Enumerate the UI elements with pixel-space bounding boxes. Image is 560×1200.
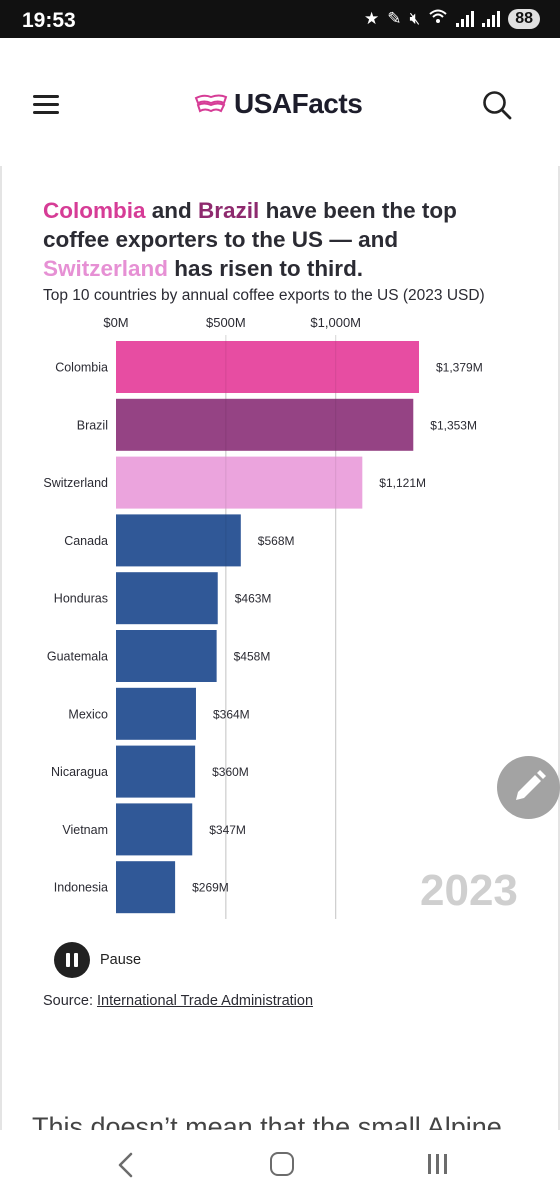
value-label: $1,121M: [379, 476, 426, 490]
bar-indonesia: [116, 861, 176, 914]
bar-switzerland: [116, 456, 363, 509]
site-header: USAFacts: [0, 38, 560, 166]
x-tick-label: $0M: [103, 315, 128, 330]
chart-subtitle: Top 10 countries by annual coffee export…: [43, 287, 485, 304]
bar-canada: [116, 514, 241, 567]
category-label: Brazil: [77, 418, 108, 432]
headline-text: has risen to third.: [168, 256, 364, 281]
category-label: Indonesia: [54, 881, 108, 895]
year-label: 2023: [420, 866, 518, 915]
signal-icon: [482, 10, 501, 27]
value-label: $1,379M: [436, 361, 483, 375]
back-icon[interactable]: [116, 1152, 136, 1178]
bar-chart: $0M $500M $1,000M Colombia $1,379M Brazil $1,3…: [43, 315, 483, 919]
search-icon[interactable]: [482, 90, 512, 120]
value-label: $463M: [235, 592, 272, 606]
menu-icon[interactable]: [33, 95, 59, 115]
category-label: Vietnam: [62, 823, 108, 837]
value-label: $568M: [258, 534, 295, 548]
source-label: Source:: [43, 993, 97, 1009]
value-label: $269M: [192, 881, 229, 895]
article-paragraph: This doesn’t mean that the small Alpine: [32, 1112, 502, 1130]
bar-mexico: [116, 687, 196, 740]
logo-text: USAFacts: [234, 88, 363, 119]
category-label: Mexico: [68, 707, 108, 721]
x-tick-label: $500M: [206, 315, 246, 330]
status-time: 19:53: [22, 9, 76, 32]
value-label: $458M: [234, 650, 271, 664]
bar-guatemala: [116, 630, 217, 682]
bar-brazil: [116, 398, 414, 451]
source-line: Source: International Trade Administrati…: [43, 993, 313, 1009]
category-label: Switzerland: [43, 476, 108, 490]
mute-icon: 🔇︎: [409, 8, 421, 28]
category-label: Honduras: [54, 592, 108, 606]
chart-headline: Colombia and Brazil have been the top co…: [43, 196, 523, 283]
category-label: Colombia: [55, 361, 108, 375]
pen-icon: ✎: [387, 8, 402, 28]
signal-icon: [456, 10, 475, 27]
usa-flag-logo: [194, 94, 228, 113]
pencil-icon: [516, 770, 546, 800]
bar-honduras: [116, 572, 218, 625]
site-logo[interactable]: USAFacts: [194, 88, 363, 120]
value-label: $1,353M: [430, 418, 477, 432]
value-label: $360M: [212, 765, 249, 779]
headline-switzerland: Switzerland: [43, 256, 169, 281]
pause-button[interactable]: Pause: [54, 942, 141, 978]
source-link[interactable]: International Trade Administration: [97, 993, 314, 1009]
headline-text: have been the top coffee exporters to th…: [43, 198, 457, 252]
wifi-icon: [428, 8, 448, 29]
category-label: Guatemala: [47, 650, 108, 664]
status-icons: ★ ✎ 🔇︎ 88: [364, 8, 540, 29]
battery-indicator: 88: [508, 8, 540, 29]
pause-icon: [54, 942, 90, 978]
bar-nicaragua: [116, 745, 196, 798]
value-label: $364M: [213, 707, 250, 721]
value-label: $347M: [209, 823, 246, 837]
star-icon: ★: [363, 8, 380, 28]
article-content: Colombia and Brazil have been the top co…: [0, 166, 560, 1130]
category-label: Nicaragua: [51, 765, 108, 779]
pause-label: Pause: [100, 952, 142, 968]
x-tick-label: $1,000M: [310, 315, 361, 330]
status-bar: 19:53 ★ ✎ 🔇︎ 88: [0, 0, 560, 38]
category-label: Canada: [64, 534, 108, 548]
headline-text: and: [145, 198, 199, 223]
headline-brazil: Brazil: [198, 198, 260, 223]
bar-vietnam: [116, 803, 193, 856]
headline-colombia: Colombia: [43, 198, 146, 223]
system-nav-bar: [0, 1130, 560, 1200]
bar-colombia: [116, 341, 419, 393]
edit-button[interactable]: [497, 756, 560, 819]
home-icon[interactable]: [270, 1152, 294, 1176]
